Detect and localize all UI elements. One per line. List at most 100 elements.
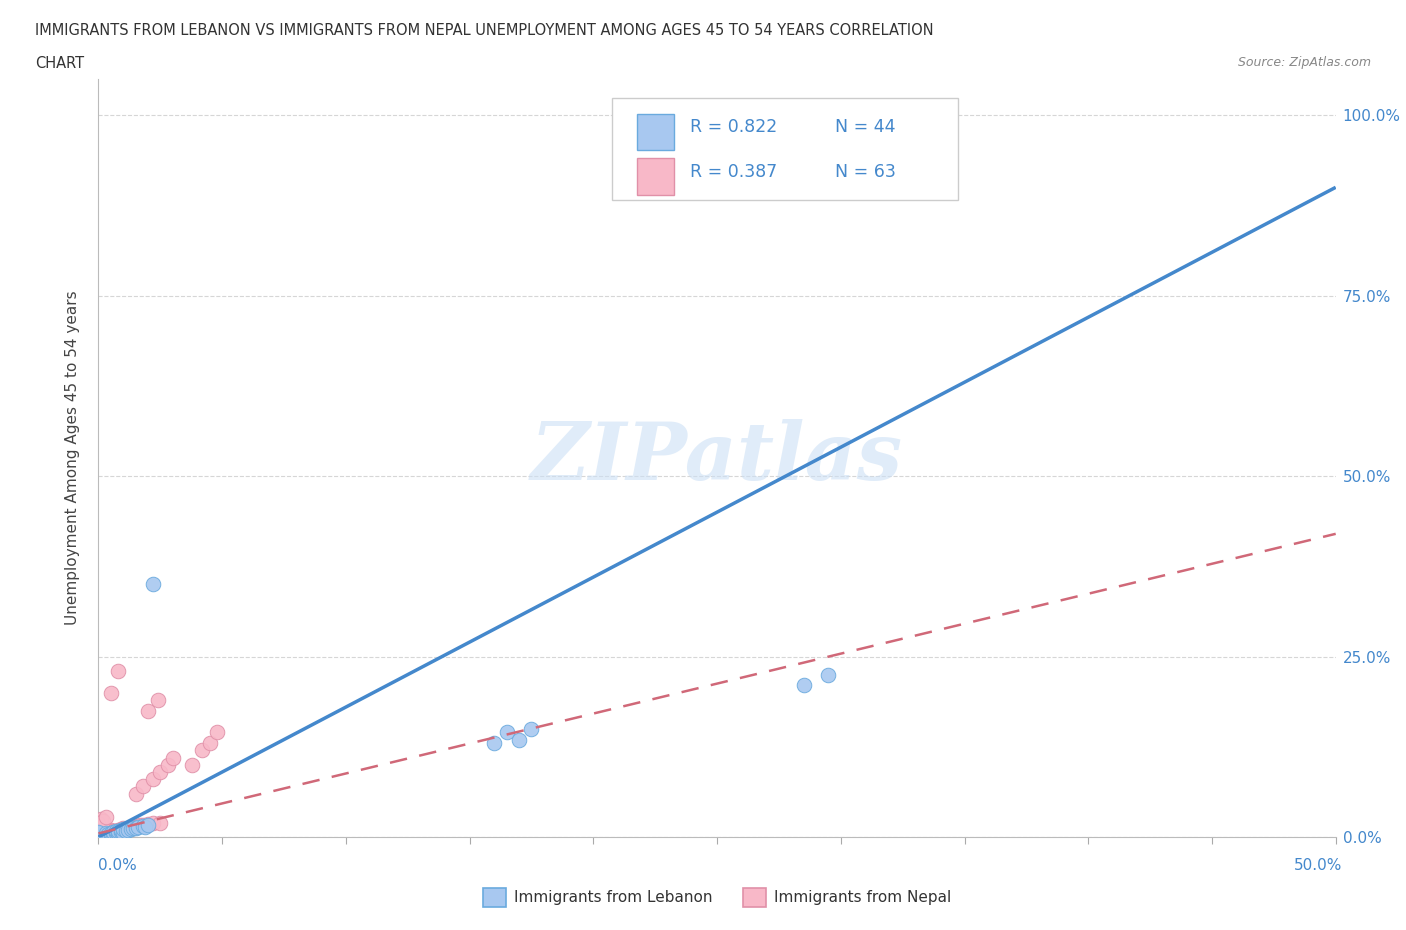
FancyBboxPatch shape bbox=[612, 98, 959, 200]
Text: 50.0%: 50.0% bbox=[1295, 857, 1343, 872]
Point bbox=[817, 667, 839, 682]
Point bbox=[120, 821, 142, 836]
Point bbox=[129, 818, 152, 833]
Point bbox=[205, 724, 228, 739]
Text: Source: ZipAtlas.com: Source: ZipAtlas.com bbox=[1237, 56, 1371, 69]
Point bbox=[104, 824, 127, 839]
Point bbox=[181, 757, 204, 772]
Point bbox=[124, 786, 146, 801]
Point bbox=[495, 724, 517, 739]
Point bbox=[136, 818, 159, 833]
Point bbox=[87, 826, 110, 841]
Point bbox=[520, 722, 543, 737]
Point bbox=[103, 825, 125, 840]
Point bbox=[87, 824, 110, 839]
Point bbox=[132, 817, 155, 832]
Point bbox=[142, 577, 165, 591]
Point bbox=[87, 827, 110, 842]
Point bbox=[87, 826, 110, 841]
Point bbox=[107, 823, 129, 838]
Text: 0.0%: 0.0% bbox=[98, 857, 138, 872]
Point bbox=[149, 764, 172, 779]
Point bbox=[112, 821, 135, 836]
Point bbox=[87, 828, 110, 843]
Point bbox=[112, 825, 135, 840]
Point bbox=[484, 736, 506, 751]
Point bbox=[94, 809, 117, 824]
Text: ZIPatlas: ZIPatlas bbox=[531, 419, 903, 497]
Point bbox=[93, 814, 115, 829]
Point bbox=[97, 824, 120, 839]
Point bbox=[110, 825, 132, 840]
Point bbox=[87, 828, 110, 843]
Point bbox=[100, 827, 122, 842]
Point bbox=[127, 818, 149, 833]
Point bbox=[142, 816, 165, 830]
Point bbox=[97, 826, 120, 841]
Point bbox=[104, 826, 127, 841]
Point bbox=[94, 825, 117, 840]
Point bbox=[103, 827, 125, 842]
Point bbox=[100, 825, 122, 840]
Point bbox=[117, 821, 139, 836]
Point bbox=[103, 824, 125, 839]
Point bbox=[87, 830, 110, 844]
Y-axis label: Unemployment Among Ages 45 to 54 years: Unemployment Among Ages 45 to 54 years bbox=[65, 291, 80, 625]
Point bbox=[103, 826, 125, 841]
Point bbox=[87, 825, 110, 840]
Point bbox=[793, 678, 815, 693]
Point bbox=[122, 820, 145, 835]
Point bbox=[156, 757, 179, 772]
Point bbox=[104, 823, 127, 838]
Point bbox=[87, 825, 110, 840]
Point bbox=[198, 736, 221, 751]
Point bbox=[110, 824, 132, 839]
Point bbox=[162, 751, 184, 765]
Point bbox=[87, 825, 110, 840]
Point bbox=[117, 822, 139, 837]
Text: R = 0.387: R = 0.387 bbox=[690, 163, 778, 181]
Point bbox=[122, 821, 145, 836]
Point bbox=[100, 828, 122, 843]
Point bbox=[107, 822, 129, 837]
Legend: Immigrants from Lebanon, Immigrants from Nepal: Immigrants from Lebanon, Immigrants from… bbox=[477, 882, 957, 912]
Point bbox=[100, 825, 122, 840]
Point bbox=[87, 828, 110, 843]
FancyBboxPatch shape bbox=[637, 113, 673, 150]
Point bbox=[142, 772, 165, 787]
Point bbox=[93, 825, 115, 840]
Point bbox=[146, 693, 169, 708]
Point bbox=[112, 825, 135, 840]
Point bbox=[97, 827, 120, 842]
Point bbox=[191, 743, 214, 758]
Point bbox=[90, 828, 112, 843]
Point bbox=[87, 830, 110, 844]
Point bbox=[94, 827, 117, 842]
Point bbox=[132, 779, 155, 794]
Point bbox=[149, 815, 172, 830]
Point bbox=[87, 828, 110, 843]
Point bbox=[87, 825, 110, 840]
Point bbox=[124, 819, 146, 834]
Point bbox=[107, 825, 129, 840]
Point bbox=[100, 822, 122, 837]
Point bbox=[136, 817, 159, 831]
Point bbox=[110, 822, 132, 837]
FancyBboxPatch shape bbox=[637, 158, 673, 194]
Point bbox=[87, 829, 110, 844]
Point bbox=[120, 821, 142, 836]
Point bbox=[127, 819, 149, 834]
Point bbox=[124, 820, 146, 835]
Point bbox=[110, 821, 132, 836]
Point bbox=[107, 825, 129, 840]
Text: R = 0.822: R = 0.822 bbox=[690, 118, 778, 137]
Point bbox=[93, 828, 115, 843]
Point bbox=[87, 823, 110, 838]
Point bbox=[87, 815, 110, 830]
Point bbox=[134, 819, 156, 834]
Point bbox=[136, 703, 159, 718]
Point bbox=[107, 663, 129, 678]
Point bbox=[87, 827, 110, 842]
Text: N = 44: N = 44 bbox=[835, 118, 896, 137]
Point bbox=[94, 828, 117, 843]
